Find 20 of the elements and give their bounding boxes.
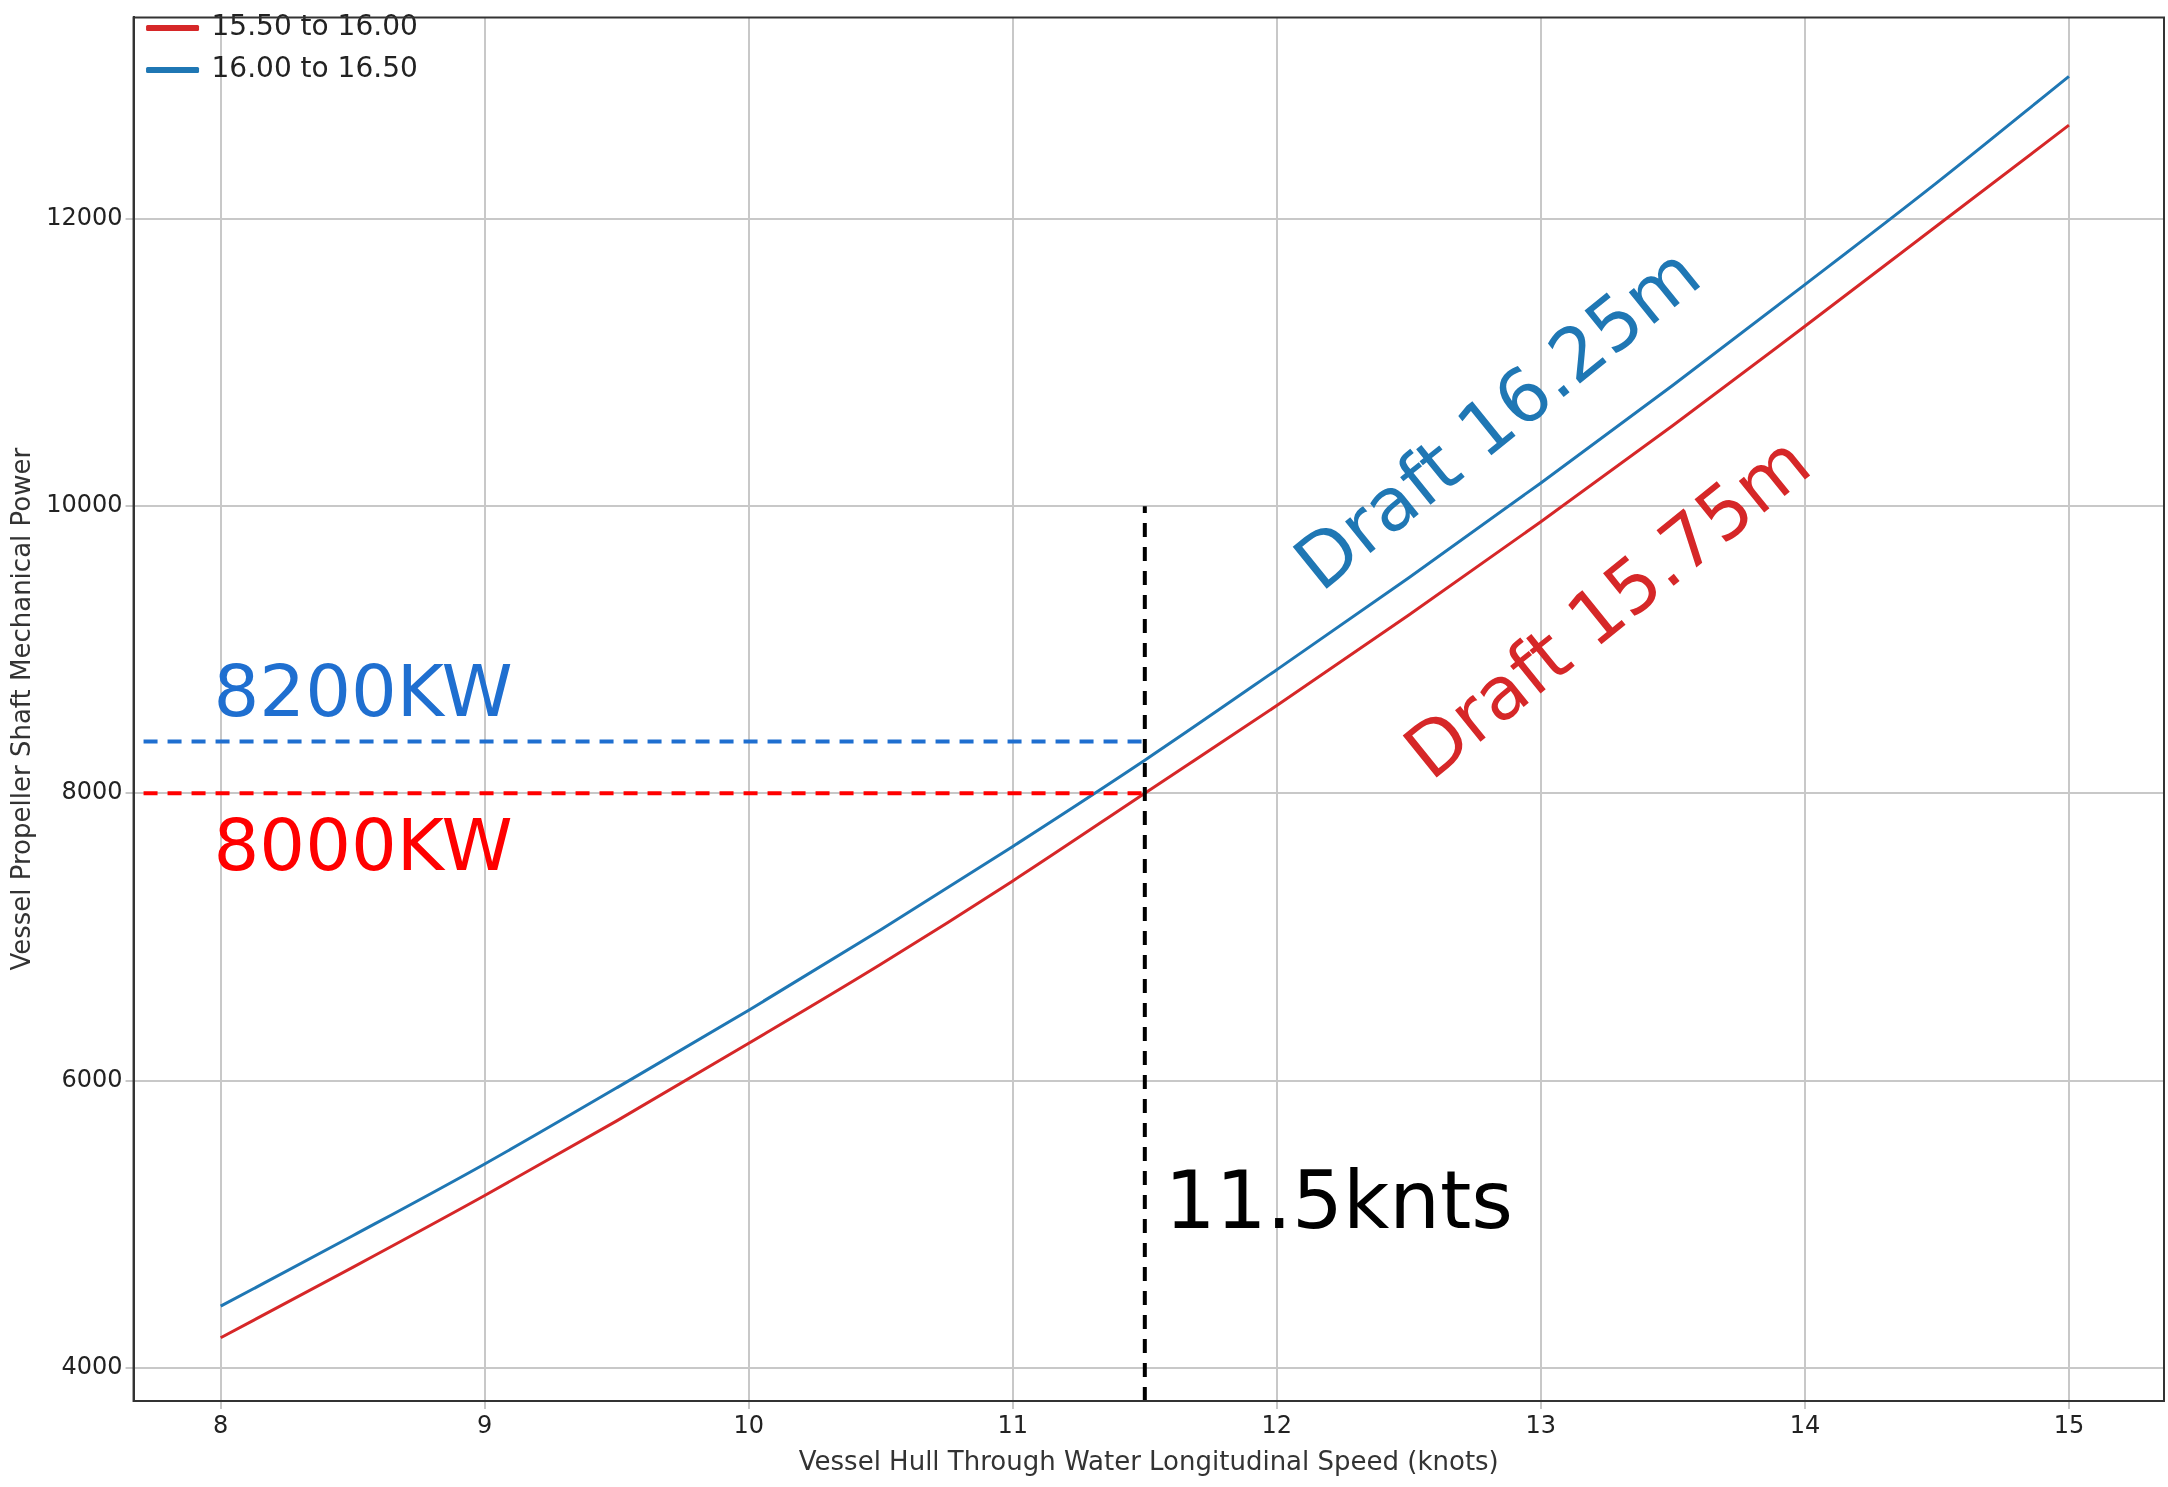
y-tick-label: 4000 (61, 1352, 123, 1381)
x-tick-label: 14 (1789, 1410, 1821, 1439)
y-tick-label: 10000 (46, 490, 123, 519)
ref-line-label: 8200KW (213, 649, 513, 734)
x-tick-label: 13 (1525, 1410, 1557, 1439)
y-tick-label: 12000 (46, 202, 123, 231)
x-tick-label: 9 (477, 1410, 493, 1439)
ref-line-label: 11.5knts (1164, 1154, 1514, 1248)
x-tick-label: 12 (1261, 1410, 1293, 1439)
x-tick-label: 11 (997, 1410, 1029, 1439)
ref-line-label: 8000KW (213, 802, 513, 887)
legend-label: 15.50 to 16.00 (211, 9, 418, 43)
x-tick-label: 15 (2053, 1410, 2085, 1439)
legend-label: 16.00 to 16.50 (211, 51, 418, 85)
x-axis-title: Vessel Hull Through Water Longitudinal Speed (knots) (798, 1446, 1499, 1477)
x-tick-label: 10 (733, 1410, 765, 1439)
y-tick-label: 6000 (61, 1064, 123, 1093)
y-axis-title: Vessel Propeller Shaft Mechanical Power (6, 447, 37, 971)
x-tick-label: 8 (213, 1410, 229, 1439)
y-tick-label: 8000 (61, 777, 123, 806)
